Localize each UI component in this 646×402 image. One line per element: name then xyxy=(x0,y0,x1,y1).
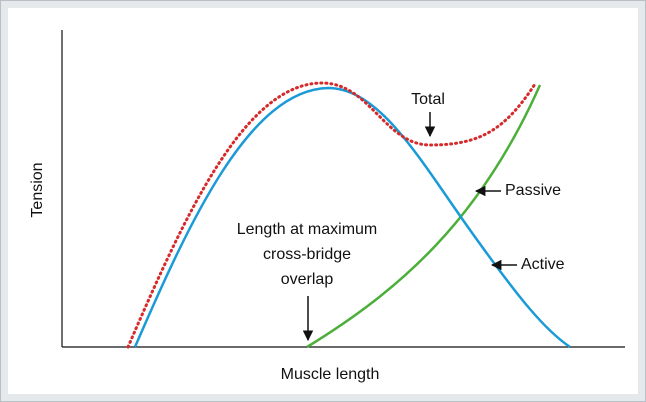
x-axis-label: Muscle length xyxy=(281,366,380,383)
passive-label: Passive xyxy=(505,182,561,199)
y-axis-label: Tension xyxy=(29,162,46,217)
passive-curve xyxy=(306,84,542,349)
overlap-label: Length at maximum xyxy=(237,221,378,238)
total-label: Total xyxy=(411,91,445,108)
total-curve xyxy=(126,81,537,349)
active-curve xyxy=(133,86,571,349)
overlap-label: overlap xyxy=(281,271,334,288)
active-label: Active xyxy=(521,256,565,273)
panel xyxy=(8,8,638,394)
overlap-label: cross-bridge xyxy=(263,246,351,263)
